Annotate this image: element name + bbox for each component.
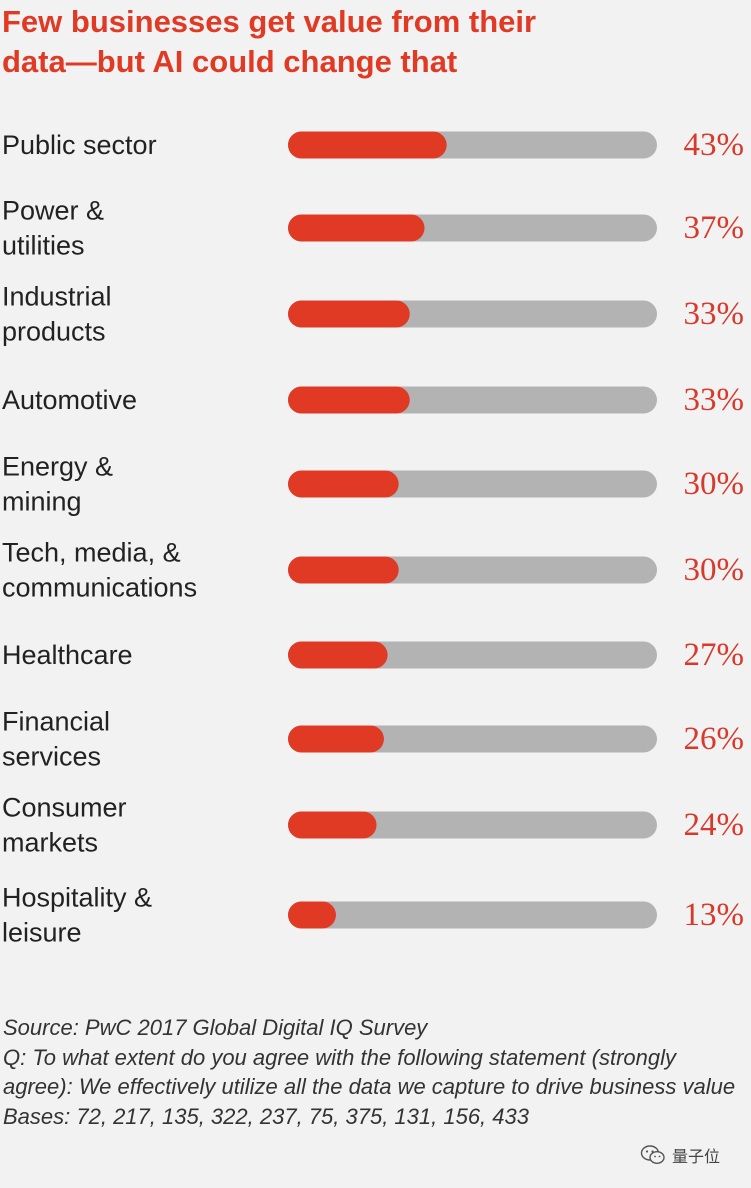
bar-row: Energy & mining 30% [2, 452, 744, 517]
bar-chart: Public sector 43% Power & utilities 37% Indus… [2, 127, 744, 948]
value-label: 26% [684, 721, 745, 757]
bar-row: Public sector 43% [2, 127, 744, 163]
bar-track [288, 901, 657, 929]
bar-value [288, 641, 388, 669]
value-label: 33% [684, 382, 745, 418]
value-label: 13% [684, 897, 745, 933]
bar-value [288, 214, 425, 242]
bar-value [288, 386, 410, 414]
category-label: Energy & mining [2, 452, 113, 517]
category-label: Power & utilities [2, 196, 104, 261]
bar-value [288, 131, 447, 159]
bar-row: Consumer markets 24% [2, 793, 744, 858]
value-label: 24% [684, 807, 745, 843]
bar-value [288, 556, 399, 584]
bar-value [288, 470, 399, 498]
value-label: 33% [684, 296, 745, 332]
bar-row: Tech, media, & communications 30% [2, 538, 744, 603]
category-label: Healthcare [2, 640, 133, 670]
value-label: 30% [684, 466, 745, 502]
watermark-text: 量子位 [672, 1147, 721, 1166]
bar-value [288, 725, 384, 753]
bar-track [288, 811, 657, 839]
category-label: Consumer markets [2, 793, 127, 858]
category-label: Automotive [2, 385, 137, 415]
bar-value [288, 300, 410, 328]
category-label: Financial services [2, 707, 110, 772]
category-label: Tech, media, & communications [2, 538, 197, 603]
bar-row: Financial services 26% [2, 707, 744, 772]
bases-note: Bases: 72, 217, 135, 322, 237, 75, 375, … [3, 1103, 529, 1129]
category-label: Hospitality & leisure [2, 883, 152, 948]
wechat-icon [640, 1145, 665, 1165]
bar-row: Industrial products 33% [2, 282, 744, 347]
bar-row: Hospitality & leisure 13% [2, 883, 744, 948]
bar-row: Healthcare 27% [2, 637, 744, 673]
category-label: Public sector [2, 130, 157, 160]
value-label: 30% [684, 552, 745, 588]
value-label: 27% [684, 637, 745, 673]
bar-value [288, 901, 336, 929]
bar-value [288, 811, 377, 839]
value-label: 43% [684, 127, 745, 163]
question-note: Q: To what extent do you agree with the … [3, 1044, 736, 1100]
chart-notes: Source: PwC 2017 Global Digital IQ Surve… [3, 1013, 743, 1131]
chart-title: Few businesses get value from their data… [2, 4, 537, 79]
source-note: Source: PwC 2017 Global Digital IQ Surve… [3, 1015, 428, 1040]
category-label: Industrial products [2, 282, 112, 347]
bar-row: Automotive 33% [2, 382, 744, 418]
watermark: 量子位 [640, 1143, 745, 1167]
value-label: 37% [684, 210, 745, 246]
bar-row: Power & utilities 37% [2, 196, 744, 261]
